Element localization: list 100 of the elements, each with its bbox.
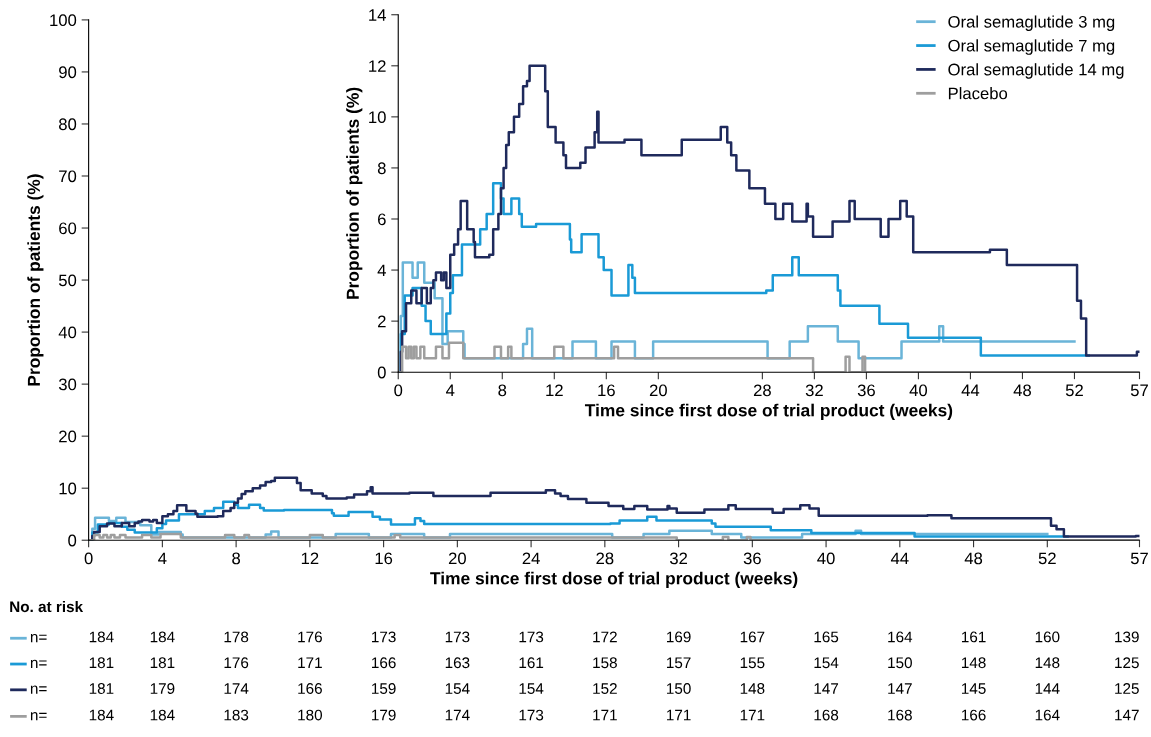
text: 168 <box>814 709 839 721</box>
y-tick-label: 100 <box>50 14 77 27</box>
text: 184 <box>150 709 175 721</box>
x-tick-label: 57 <box>1130 552 1148 565</box>
text: No. at risk <box>10 600 84 613</box>
x-tick-label: 48 <box>964 552 983 565</box>
text: 179 <box>150 683 175 694</box>
y-tick-label: 2 <box>378 315 386 328</box>
text: 164 <box>888 631 913 643</box>
text: 148 <box>740 683 765 694</box>
text: 164 <box>1035 709 1060 721</box>
y-tick-label: 10 <box>59 482 77 495</box>
y-tick-label: 0 <box>68 534 77 547</box>
text: 171 <box>740 709 765 721</box>
text: 179 <box>372 709 396 721</box>
text: 173 <box>519 631 544 643</box>
x-tick-label: 4 <box>446 384 455 397</box>
y-tick-label: 50 <box>58 274 77 287</box>
x-tick-label: 8 <box>498 384 507 397</box>
text: 172 <box>593 631 617 643</box>
text: 171 <box>593 709 617 721</box>
x-tick-label: 28 <box>596 552 614 565</box>
x-tick-label: 20 <box>649 384 667 397</box>
y-tick-label: 10 <box>369 111 386 124</box>
text: 147 <box>1115 709 1139 721</box>
text: 173 <box>519 709 544 721</box>
text: 155 <box>740 657 765 669</box>
text: 166 <box>961 709 986 721</box>
text: 171 <box>667 709 691 721</box>
x-tick-label: 44 <box>961 384 980 397</box>
y-tick-label: 70 <box>59 170 77 183</box>
text: 176 <box>298 631 322 643</box>
y-tick-label: 60 <box>59 222 77 235</box>
x-tick-label: 24 <box>522 552 540 565</box>
text: 144 <box>1035 683 1060 694</box>
text: 152 <box>593 683 617 694</box>
x-tick-label: 16 <box>598 384 615 397</box>
text: 176 <box>224 657 249 669</box>
text: 165 <box>814 631 839 643</box>
text: 125 <box>1115 683 1139 694</box>
text: 161 <box>961 631 986 643</box>
text: n= <box>30 633 47 643</box>
text: 159 <box>372 683 396 694</box>
text: 181 <box>89 657 114 669</box>
text: 184 <box>89 709 114 721</box>
text: 125 <box>1115 657 1139 669</box>
text: 181 <box>89 683 114 694</box>
x-tick-label: 4 <box>158 552 167 565</box>
text: 157 <box>667 657 691 669</box>
text: 171 <box>298 657 322 668</box>
x-axis-title: Time since first dose of trial product (weeks) <box>430 571 798 588</box>
y-axis-title: Proportion of patients (%) <box>27 174 44 386</box>
legend-label: Oral semaglutide 3 mg <box>948 15 1115 31</box>
text: 178 <box>224 631 249 643</box>
text: 147 <box>888 683 912 694</box>
x-tick-label: 32 <box>805 384 823 397</box>
y-tick-label: 30 <box>58 378 77 391</box>
text: 150 <box>888 657 912 669</box>
text: 166 <box>372 657 396 669</box>
text: 148 <box>1035 657 1060 669</box>
text: 184 <box>89 631 114 643</box>
x-tick-label: 20 <box>448 552 466 565</box>
y-tick-label: 8 <box>377 162 386 175</box>
y-tick-label: 14 <box>369 9 386 21</box>
text: 147 <box>814 683 839 694</box>
legend-label: Oral semaglutide 14 mg <box>948 63 1124 79</box>
x-tick-label: 48 <box>1013 384 1031 397</box>
text: 184 <box>150 631 175 643</box>
x-tick-label: 12 <box>301 552 319 565</box>
x-tick-label: 0 <box>394 384 403 397</box>
x-tick-label: 12 <box>546 384 563 397</box>
text: 139 <box>1115 631 1139 643</box>
x-tick-label: 8 <box>232 552 241 565</box>
text: 154 <box>519 683 544 694</box>
y-tick-label: 12 <box>369 60 386 72</box>
x-tick-label: 52 <box>1065 384 1083 397</box>
y-axis-title: Proportion of patients (%) <box>346 87 363 299</box>
x-axis-title: Time since first dose of trial product (weeks) <box>584 403 953 420</box>
text: 160 <box>1035 631 1060 643</box>
y-tick-label: 4 <box>377 264 386 277</box>
x-tick-label: 52 <box>1038 552 1056 565</box>
text: 173 <box>372 631 396 643</box>
y-tick-label: 40 <box>58 326 77 339</box>
text: n= <box>30 659 47 668</box>
text: 174 <box>445 709 470 721</box>
x-tick-label: 32 <box>669 552 688 565</box>
text: 158 <box>593 657 617 669</box>
text: 173 <box>445 631 470 643</box>
text: 168 <box>888 709 912 721</box>
text: 166 <box>298 683 322 694</box>
legend-label: Placebo <box>948 87 1008 100</box>
x-tick-label: 16 <box>375 552 393 565</box>
text: n= <box>30 712 47 721</box>
text: 154 <box>445 683 470 694</box>
text: 169 <box>667 631 691 643</box>
x-tick-label: 40 <box>817 552 835 565</box>
text: 150 <box>667 683 691 694</box>
x-tick-label: 28 <box>753 384 771 397</box>
text: 181 <box>150 657 175 669</box>
text: 163 <box>445 657 470 669</box>
